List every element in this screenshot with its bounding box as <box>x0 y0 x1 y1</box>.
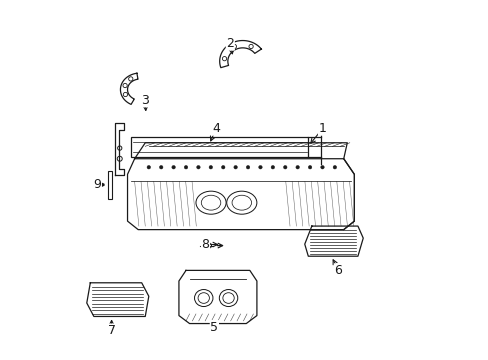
Circle shape <box>283 166 286 169</box>
Circle shape <box>258 166 262 169</box>
Bar <box>131 138 307 157</box>
Circle shape <box>332 166 336 169</box>
Circle shape <box>307 166 311 169</box>
Circle shape <box>209 166 212 169</box>
Circle shape <box>270 166 274 169</box>
Bar <box>108 171 111 199</box>
Text: 2: 2 <box>226 37 234 50</box>
Circle shape <box>246 166 249 169</box>
Text: 7: 7 <box>107 324 115 337</box>
Text: 5: 5 <box>210 321 218 334</box>
Text: 9: 9 <box>93 178 101 191</box>
Text: 3: 3 <box>141 94 149 107</box>
Text: 8: 8 <box>201 238 209 251</box>
Circle shape <box>233 166 237 169</box>
Circle shape <box>221 166 224 169</box>
Text: 6: 6 <box>334 264 342 277</box>
Circle shape <box>159 166 163 169</box>
Circle shape <box>147 166 150 169</box>
Circle shape <box>184 166 187 169</box>
Text: 4: 4 <box>212 122 220 135</box>
Circle shape <box>295 166 299 169</box>
Circle shape <box>196 166 200 169</box>
Circle shape <box>171 166 175 169</box>
Circle shape <box>320 166 324 169</box>
Text: 1: 1 <box>318 122 326 135</box>
